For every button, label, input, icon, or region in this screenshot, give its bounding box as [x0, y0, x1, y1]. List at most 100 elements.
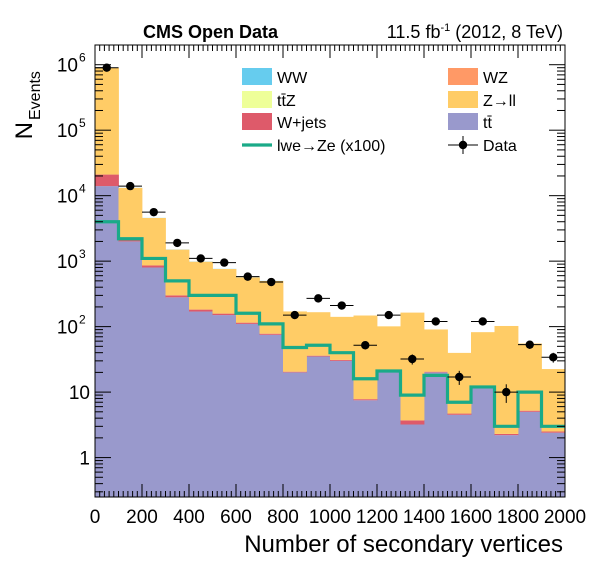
legend-label-7: Data	[483, 138, 517, 155]
stack-bar-2-6	[236, 277, 260, 323]
legend-swatch-1	[448, 68, 478, 85]
y-tick-label-exponent: 5	[79, 116, 86, 130]
legend-swatch-4	[242, 113, 272, 130]
data-point-2	[149, 207, 158, 217]
stack-bar-0-19	[541, 432, 566, 497]
stack-bar-1-4	[189, 309, 213, 312]
data-point-9	[314, 294, 323, 303]
y-axis-label-main: N	[11, 122, 38, 139]
stack-bar-0-9	[306, 356, 331, 497]
stack-bar-2-1	[118, 187, 143, 240]
stack-bar-0-10	[330, 360, 354, 497]
data-point-8	[290, 310, 299, 320]
stack-bar-0-18	[518, 411, 542, 497]
stack-bar-1-10	[330, 359, 354, 361]
stack-bar-1-14	[424, 371, 448, 373]
stack-bar-0-11	[353, 400, 378, 497]
y-tick-label: 1	[79, 449, 90, 470]
stack-bar-2-8	[283, 311, 307, 372]
stack-bar-1-15	[447, 413, 472, 415]
stack-bar-0-17	[494, 435, 519, 497]
stack-bar-2-4	[189, 261, 213, 310]
y-axis-label-sub: Events	[27, 71, 44, 120]
y-tick-label-exponent: 3	[79, 247, 86, 261]
y-tick-label-exponent: 4	[79, 182, 86, 196]
stack-bar-1-18	[518, 410, 542, 412]
stack-bar-1-17	[494, 433, 519, 436]
data-point-13	[408, 354, 417, 364]
stack-bar-1-2	[142, 265, 166, 268]
stack-bar-2-19	[541, 369, 566, 432]
legend-label-5: tt̄	[483, 115, 492, 132]
data-point-6	[243, 272, 252, 281]
plot-area: 0 200 400 600 800 1000 1200 1400 1600 1800 2000 1 10…	[57, 44, 586, 528]
stack-bar-0-7	[259, 334, 284, 497]
x-tick-label: 1600	[450, 507, 492, 528]
legend-marker-dot-7	[458, 140, 468, 150]
y-tick-label: 10	[57, 318, 78, 339]
stack-bar-0-8	[283, 372, 307, 497]
stack-bar-2-0	[95, 67, 119, 175]
legend-label-3: Z→ll	[483, 93, 516, 110]
stack-bar-1-0	[95, 174, 119, 187]
stack-bar-2-9	[306, 312, 331, 356]
legend-swatch-0	[242, 68, 272, 85]
y-tick-label-exponent: 6	[79, 51, 86, 65]
y-tick-label: 10	[57, 187, 78, 208]
stack-bar-2-5	[212, 269, 237, 314]
y-tick-label: 10	[57, 252, 78, 273]
stack-bar-1-3	[165, 295, 190, 298]
data-point-16	[478, 317, 487, 326]
data-point-19	[549, 353, 558, 362]
stack-bar-1-9	[306, 355, 331, 357]
stack-bar-0-4	[189, 311, 213, 497]
stack-bar-1-1	[118, 239, 143, 242]
stack-bar-0-6	[236, 323, 260, 497]
stack-bar-0-2	[142, 267, 166, 497]
legend-label-0: WW	[277, 70, 308, 87]
stack-bar-1-7	[259, 333, 284, 335]
data-point-14	[431, 317, 440, 326]
legend-label-1: WZ	[483, 70, 508, 87]
stack-bar-0-1	[118, 241, 143, 497]
x-tick-label: 600	[220, 507, 252, 528]
stack-bar-1-11	[353, 399, 378, 401]
data-point-11	[361, 341, 370, 350]
stack-bar-2-17	[494, 325, 519, 434]
stack-bar-2-7	[259, 280, 284, 334]
x-tick-label: 1200	[356, 507, 398, 528]
data-point-15	[455, 372, 464, 382]
legend-label-4: W+jets	[277, 115, 326, 132]
y-tick-label-exponent: 2	[79, 313, 86, 327]
stack-bar-2-3	[165, 249, 190, 296]
x-tick-label: 800	[267, 507, 299, 528]
stack-bar-0-16	[471, 386, 495, 497]
signal-step-line	[95, 220, 565, 428]
stack-bar-2-14	[424, 329, 448, 372]
stack-bar-1-19	[541, 431, 566, 433]
stack-bar-2-18	[518, 343, 542, 411]
legend-label-2: tt̄Z	[277, 93, 296, 110]
stack-bar-0-15	[447, 414, 472, 497]
stack-bar-0-13	[400, 424, 425, 497]
x-tick-label: 400	[173, 507, 205, 528]
x-tick-label: 1400	[403, 507, 445, 528]
y-tick-label: 10	[57, 56, 78, 77]
data-point-12	[384, 310, 393, 320]
x-tick-label: 200	[126, 507, 158, 528]
stack-bar-1-6	[236, 322, 260, 324]
data-point-10	[337, 301, 346, 310]
data-point-4	[196, 254, 205, 263]
legend-swatch-5	[448, 113, 478, 130]
stack-bar-2-2	[142, 217, 166, 266]
legend-label-6: lwe→Ze (x100)	[277, 138, 385, 155]
header-left-label: CMS Open Data	[143, 22, 279, 42]
legend-swatch-3	[448, 91, 478, 108]
x-tick-label: 1000	[309, 507, 351, 528]
stack-bar-2-13	[400, 312, 425, 421]
x-tick-label: 1800	[497, 507, 539, 528]
data-point-0	[102, 63, 111, 72]
x-tick-label: 0	[90, 507, 101, 528]
